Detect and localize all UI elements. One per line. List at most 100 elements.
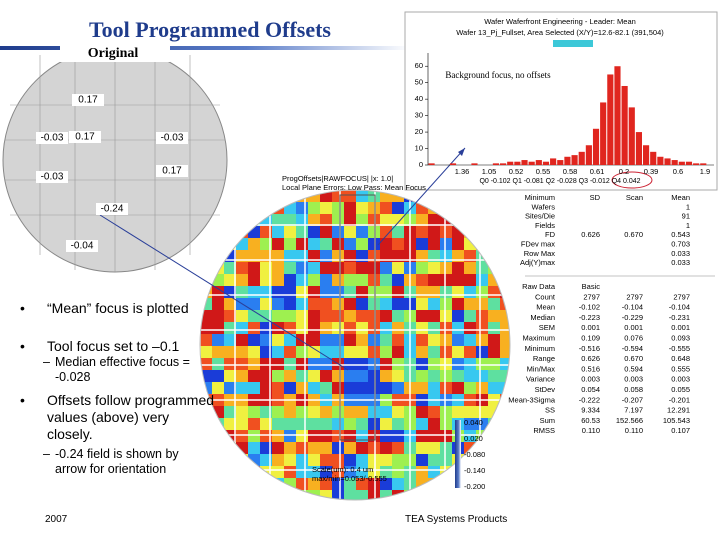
bar	[535, 160, 542, 165]
map-cell	[272, 274, 284, 286]
map-cell	[248, 466, 260, 478]
map-cell	[260, 262, 272, 274]
map-cell	[320, 202, 332, 214]
table-header: SD	[590, 193, 601, 202]
bar	[614, 66, 621, 165]
map-cell	[428, 442, 440, 454]
map-cell	[320, 358, 332, 370]
map-cell	[320, 466, 332, 478]
bar	[685, 161, 693, 165]
map-cell	[428, 370, 440, 382]
map-cell	[380, 466, 392, 478]
map-cell	[320, 310, 332, 322]
map-cell	[452, 214, 464, 226]
map-cell	[464, 214, 476, 226]
map-cell	[284, 490, 296, 500]
map-cell	[368, 334, 380, 346]
map-cell	[428, 238, 440, 250]
map-cell	[464, 238, 476, 250]
map-cell	[344, 346, 356, 358]
map-cell	[500, 382, 510, 394]
map-cell	[272, 370, 284, 382]
scale-label: -0.140	[464, 466, 485, 475]
table-cell: -0.594	[622, 344, 643, 353]
map-cell	[488, 466, 500, 478]
table-cell: Sites/Die	[525, 212, 555, 221]
map-cell	[356, 382, 368, 394]
map-cell	[224, 274, 236, 286]
map-cell	[500, 370, 510, 382]
map-cell	[260, 226, 272, 238]
map-cell	[464, 310, 476, 322]
map-cell	[488, 346, 500, 358]
scale-label: -0.080	[464, 450, 485, 459]
map-cell	[236, 478, 248, 490]
map-cell	[428, 214, 440, 226]
map-cell	[464, 346, 476, 358]
map-cell	[356, 454, 368, 466]
map-cell	[308, 202, 320, 214]
map-cell	[212, 490, 224, 500]
map-cell	[320, 250, 332, 262]
map-cell	[356, 286, 368, 298]
map-cell	[284, 250, 296, 262]
map-cell	[464, 382, 476, 394]
map-cell	[332, 274, 344, 286]
map-cell	[380, 202, 392, 214]
map-cell	[272, 490, 284, 500]
map-cell	[392, 214, 404, 226]
map-cell	[488, 334, 500, 346]
y-tick-label: 30	[415, 111, 423, 120]
map-cell	[452, 238, 464, 250]
map-cell	[380, 382, 392, 394]
sub-bullet-text: -0.24 field is shown by arrow for orient…	[55, 447, 179, 476]
table-cell: 0.110	[625, 426, 643, 435]
map-cell	[416, 310, 428, 322]
table-cell: 0.109	[581, 333, 600, 342]
table-cell: 0.703	[671, 239, 690, 248]
map-cell	[368, 322, 380, 334]
map-cell	[308, 226, 320, 238]
map-cell	[368, 238, 380, 250]
map-cell	[332, 238, 344, 250]
map-cell	[440, 250, 452, 262]
map-cell	[440, 190, 452, 202]
offset-label: -0.03	[41, 133, 64, 144]
map-cell	[392, 322, 404, 334]
map-cell	[452, 490, 464, 500]
table-cell: 0.001	[624, 323, 643, 332]
x-tick-label: 0.61	[590, 167, 605, 176]
histogram-subtitle: Wafer 13_Pj_Fullset, Area Selected (X/Y)…	[456, 28, 664, 37]
map-cell	[380, 442, 392, 454]
map-cell	[212, 358, 224, 370]
table-cell: 2797	[673, 292, 690, 301]
map-cell	[272, 430, 284, 442]
map-cell	[320, 238, 332, 250]
map-cell	[284, 310, 296, 322]
map-cell	[260, 430, 272, 442]
map-cell	[296, 298, 308, 310]
map-cell	[212, 322, 224, 334]
y-tick-label: 10	[415, 144, 423, 153]
x-tick-label: 0.2	[619, 167, 629, 176]
map-cell	[500, 202, 510, 214]
map-cell	[380, 238, 392, 250]
table-cell: 0.543	[671, 230, 690, 239]
map-cell	[488, 418, 500, 430]
map-cell	[488, 478, 500, 490]
map-cell	[368, 346, 380, 358]
map-cell	[392, 478, 404, 490]
map-cell	[488, 190, 500, 202]
map-cell	[356, 334, 368, 346]
map-cell	[344, 214, 356, 226]
map-cell	[332, 430, 344, 442]
map-cell	[380, 370, 392, 382]
map-cell	[212, 226, 224, 238]
map-cell	[440, 238, 452, 250]
map-cell	[464, 298, 476, 310]
map-cell	[332, 370, 344, 382]
map-cell	[452, 358, 464, 370]
map-cell	[332, 226, 344, 238]
map-cell	[392, 298, 404, 310]
map-cell	[308, 334, 320, 346]
